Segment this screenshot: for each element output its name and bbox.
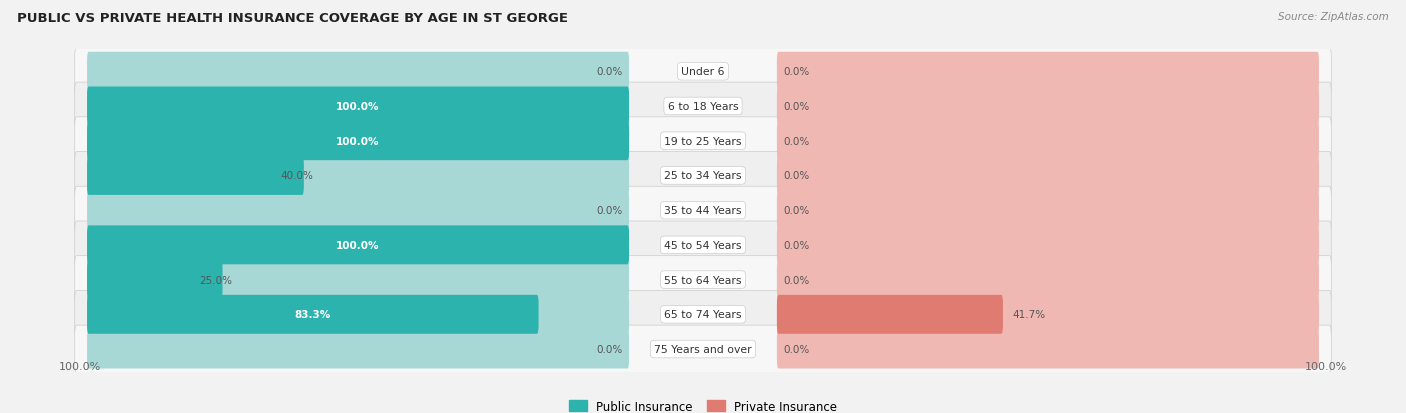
FancyBboxPatch shape [87, 226, 628, 265]
FancyBboxPatch shape [778, 295, 1002, 334]
Text: 100.0%: 100.0% [336, 240, 380, 250]
Text: 0.0%: 0.0% [596, 67, 623, 77]
Text: Under 6: Under 6 [682, 67, 724, 77]
FancyBboxPatch shape [778, 226, 1319, 265]
FancyBboxPatch shape [87, 226, 628, 265]
Text: 0.0%: 0.0% [783, 206, 810, 216]
FancyBboxPatch shape [87, 295, 538, 334]
Text: 0.0%: 0.0% [783, 275, 810, 285]
FancyBboxPatch shape [87, 261, 628, 299]
FancyBboxPatch shape [87, 157, 304, 195]
Text: 0.0%: 0.0% [596, 344, 623, 354]
FancyBboxPatch shape [75, 83, 1331, 131]
Text: 83.3%: 83.3% [295, 310, 330, 320]
Text: 35 to 44 Years: 35 to 44 Years [664, 206, 742, 216]
Text: 100.0%: 100.0% [59, 361, 101, 370]
FancyBboxPatch shape [87, 87, 628, 126]
Text: 0.0%: 0.0% [783, 171, 810, 181]
Text: 25.0%: 25.0% [198, 275, 232, 285]
FancyBboxPatch shape [778, 330, 1319, 369]
FancyBboxPatch shape [87, 87, 628, 126]
Text: 0.0%: 0.0% [783, 102, 810, 112]
FancyBboxPatch shape [75, 152, 1331, 200]
Text: 0.0%: 0.0% [783, 240, 810, 250]
FancyBboxPatch shape [778, 261, 1319, 299]
Text: 41.7%: 41.7% [1012, 310, 1045, 320]
Text: 100.0%: 100.0% [336, 136, 380, 146]
Text: 40.0%: 40.0% [280, 171, 314, 181]
FancyBboxPatch shape [75, 48, 1331, 96]
FancyBboxPatch shape [87, 52, 628, 92]
FancyBboxPatch shape [75, 187, 1331, 235]
Text: 6 to 18 Years: 6 to 18 Years [668, 102, 738, 112]
Text: 100.0%: 100.0% [1305, 361, 1347, 370]
FancyBboxPatch shape [87, 261, 222, 299]
FancyBboxPatch shape [87, 295, 628, 334]
Text: 100.0%: 100.0% [336, 102, 380, 112]
Text: 65 to 74 Years: 65 to 74 Years [664, 310, 742, 320]
Text: 25 to 34 Years: 25 to 34 Years [664, 171, 742, 181]
FancyBboxPatch shape [778, 191, 1319, 230]
FancyBboxPatch shape [778, 87, 1319, 126]
Text: 55 to 64 Years: 55 to 64 Years [664, 275, 742, 285]
FancyBboxPatch shape [75, 221, 1331, 269]
FancyBboxPatch shape [87, 191, 628, 230]
FancyBboxPatch shape [778, 52, 1319, 92]
FancyBboxPatch shape [87, 157, 628, 195]
Text: 0.0%: 0.0% [783, 344, 810, 354]
Text: 0.0%: 0.0% [783, 136, 810, 146]
FancyBboxPatch shape [778, 157, 1319, 195]
Text: 45 to 54 Years: 45 to 54 Years [664, 240, 742, 250]
FancyBboxPatch shape [87, 330, 628, 369]
FancyBboxPatch shape [87, 122, 628, 161]
FancyBboxPatch shape [778, 122, 1319, 161]
FancyBboxPatch shape [75, 256, 1331, 304]
Text: Source: ZipAtlas.com: Source: ZipAtlas.com [1278, 12, 1389, 22]
FancyBboxPatch shape [75, 325, 1331, 373]
Text: 0.0%: 0.0% [783, 67, 810, 77]
Text: 19 to 25 Years: 19 to 25 Years [664, 136, 742, 146]
FancyBboxPatch shape [87, 122, 628, 161]
FancyBboxPatch shape [75, 291, 1331, 338]
Text: PUBLIC VS PRIVATE HEALTH INSURANCE COVERAGE BY AGE IN ST GEORGE: PUBLIC VS PRIVATE HEALTH INSURANCE COVER… [17, 12, 568, 25]
Text: 0.0%: 0.0% [596, 206, 623, 216]
Legend: Public Insurance, Private Insurance: Public Insurance, Private Insurance [564, 395, 842, 413]
Text: 75 Years and over: 75 Years and over [654, 344, 752, 354]
FancyBboxPatch shape [778, 295, 1319, 334]
FancyBboxPatch shape [75, 118, 1331, 165]
